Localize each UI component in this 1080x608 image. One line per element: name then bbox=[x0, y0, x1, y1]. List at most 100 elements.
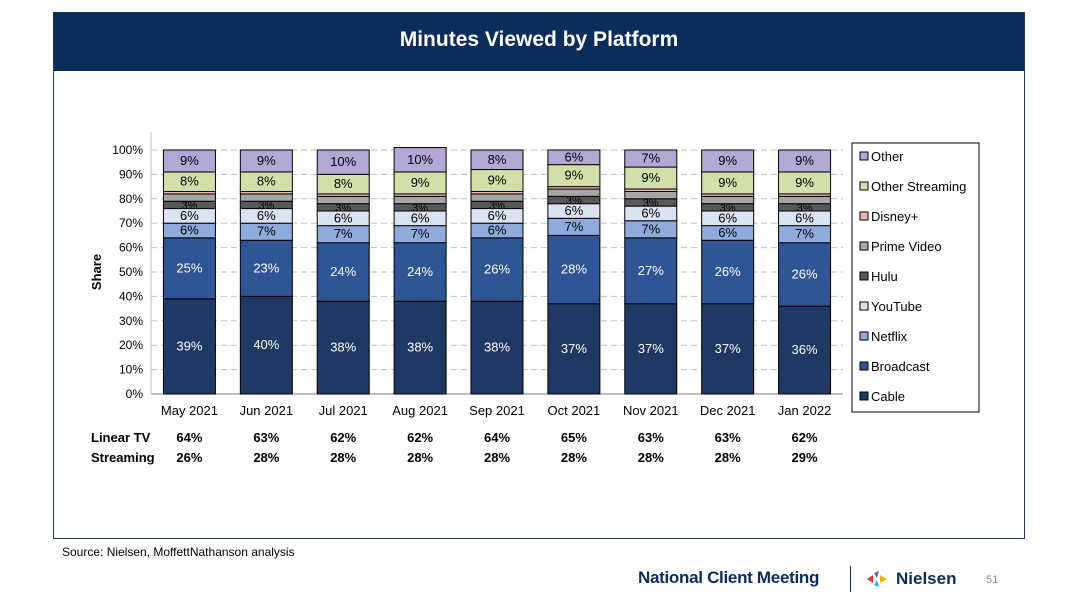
data-label: 7% bbox=[334, 226, 353, 241]
summary-value: 65% bbox=[561, 430, 587, 445]
bar-segment-prime-video bbox=[470, 193, 524, 202]
data-label: 27% bbox=[638, 263, 664, 278]
bar-segment-other bbox=[624, 149, 678, 168]
data-label: 9% bbox=[795, 175, 814, 190]
data-label: 10% bbox=[407, 152, 433, 167]
bar-segment-prime-video bbox=[316, 195, 370, 205]
data-label: 6% bbox=[564, 203, 583, 218]
legend-label: Disney+ bbox=[871, 209, 918, 224]
bar-segment-broadcast bbox=[162, 237, 216, 300]
legend-label: Hulu bbox=[871, 269, 898, 284]
summary-table: Linear TV 64% 63% 62% 62% 64% 65% 63% 63% 62% Stre… bbox=[91, 430, 818, 465]
data-label: 38% bbox=[330, 340, 356, 355]
data-label: 6% bbox=[641, 205, 660, 220]
data-label: 6% bbox=[180, 208, 199, 223]
legend-label: Broadcast bbox=[871, 359, 930, 374]
data-label: 3% bbox=[643, 197, 659, 209]
y-tick-label: 70% bbox=[119, 216, 143, 230]
x-tick-label: Jul 2021 bbox=[319, 403, 368, 418]
data-label: 3% bbox=[412, 202, 428, 214]
data-label: 23% bbox=[253, 260, 279, 275]
data-label: 7% bbox=[641, 221, 660, 236]
footer-divider bbox=[850, 566, 851, 592]
legend-swatch bbox=[859, 211, 869, 221]
summary-value: 28% bbox=[330, 450, 356, 465]
bar-segment-cable bbox=[393, 300, 447, 395]
summary-value: 28% bbox=[253, 450, 279, 465]
data-label: 7% bbox=[795, 226, 814, 241]
x-tick-label: Sep 2021 bbox=[469, 403, 525, 418]
summary-value: 63% bbox=[715, 430, 741, 445]
data-label: 3% bbox=[797, 202, 813, 214]
summary-value: 28% bbox=[561, 450, 587, 465]
y-tick-label: 100% bbox=[112, 143, 143, 157]
summary-value: 62% bbox=[330, 430, 356, 445]
legend-box bbox=[851, 142, 980, 413]
legend-swatch bbox=[859, 241, 869, 251]
bar-segment-broadcast bbox=[778, 242, 832, 307]
summary-value: 28% bbox=[484, 450, 510, 465]
bar-segment-cable bbox=[701, 303, 755, 395]
data-label: 8% bbox=[488, 152, 507, 167]
data-label: 6% bbox=[180, 223, 199, 238]
legend-swatch bbox=[859, 331, 869, 341]
data-label: 9% bbox=[180, 153, 199, 168]
bar-segment-cable bbox=[778, 305, 832, 395]
legend-swatch bbox=[859, 361, 869, 371]
data-label: 9% bbox=[411, 175, 430, 190]
bar-segment-broadcast bbox=[624, 237, 678, 305]
bar-segment-other bbox=[239, 149, 293, 173]
legend-swatch bbox=[859, 271, 869, 281]
data-label: 9% bbox=[718, 153, 737, 168]
legend-label: Other Streaming bbox=[871, 179, 966, 194]
data-label: 6% bbox=[718, 225, 737, 240]
data-label: 26% bbox=[715, 264, 741, 279]
data-label: 28% bbox=[561, 262, 587, 277]
data-label: 6% bbox=[411, 210, 430, 225]
data-label: 8% bbox=[334, 176, 353, 191]
bar-segment-broadcast bbox=[701, 239, 755, 305]
summary-value: 63% bbox=[253, 430, 279, 445]
bar-segment-cable bbox=[624, 303, 678, 395]
data-label: 7% bbox=[641, 151, 660, 166]
bar-segment-broadcast bbox=[239, 239, 293, 297]
summary-value: 64% bbox=[484, 430, 510, 445]
data-label: 26% bbox=[792, 266, 818, 281]
data-label: 8% bbox=[180, 174, 199, 189]
summary-value: 28% bbox=[407, 450, 433, 465]
data-label: 6% bbox=[488, 208, 507, 223]
y-axis-ticks: 0% 10% 20% 30% 40% 50% 60% 70% 80% 90% 100% bbox=[112, 143, 143, 401]
data-label: 3% bbox=[335, 202, 351, 214]
bar-segment-other bbox=[547, 149, 601, 166]
summary-value: 62% bbox=[792, 430, 818, 445]
data-label: 9% bbox=[564, 168, 583, 183]
page-number: 51 bbox=[986, 574, 999, 586]
data-label: 9% bbox=[641, 170, 660, 185]
x-tick-label: Nov 2021 bbox=[623, 403, 679, 418]
summary-value: 64% bbox=[176, 430, 202, 445]
y-tick-label: 0% bbox=[126, 387, 144, 401]
source-note: Source: Nielsen, MoffettNathanson analys… bbox=[62, 545, 295, 559]
data-label: 40% bbox=[253, 337, 279, 352]
y-tick-label: 50% bbox=[119, 265, 143, 279]
bar-segment-prime-video bbox=[393, 195, 447, 205]
legend-label: Prime Video bbox=[871, 239, 942, 254]
data-label: 3% bbox=[720, 202, 736, 214]
bar-segment-prime-video bbox=[239, 193, 293, 202]
legend-label: Netflix bbox=[871, 329, 908, 344]
data-label: 9% bbox=[257, 153, 276, 168]
bar-segment-other bbox=[162, 149, 216, 173]
y-tick-label: 20% bbox=[119, 338, 143, 352]
data-label: 26% bbox=[484, 262, 510, 277]
y-tick-label: 40% bbox=[119, 289, 143, 303]
data-label: 7% bbox=[411, 226, 430, 241]
data-label: 37% bbox=[638, 341, 664, 356]
bar-segment-broadcast bbox=[547, 234, 601, 305]
legend-swatch bbox=[859, 151, 869, 161]
legend-label: Cable bbox=[871, 389, 905, 404]
data-label: 9% bbox=[488, 173, 507, 188]
data-label: 6% bbox=[334, 210, 353, 225]
data-label: 7% bbox=[257, 224, 276, 239]
bar-segment-other bbox=[470, 149, 524, 171]
legend-swatch bbox=[859, 301, 869, 311]
